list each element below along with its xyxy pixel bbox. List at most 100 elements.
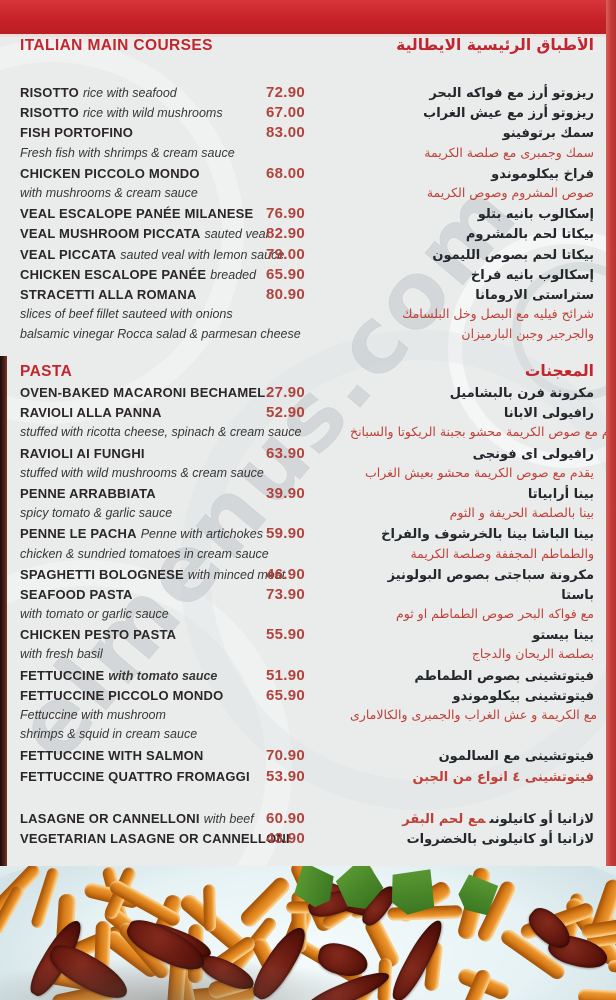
menu-item-row: RAVIOLI AI FUNGHI 63.90 رافيولى اى فونجى xyxy=(20,445,594,465)
left-dark-border xyxy=(0,356,7,866)
item-name-en: CHICKEN PICCOLO MONDO xyxy=(20,165,200,181)
item-price: 65.90 xyxy=(266,686,306,704)
item-name-ar: بيكاتا لحم بالمشروم xyxy=(465,227,594,243)
item-name-en: RAVIOLI ALLA PANNA xyxy=(20,405,162,421)
item-price: 55.90 xyxy=(266,626,306,644)
item-name-en: RISOTTO rice with seafood xyxy=(20,85,177,100)
menu-item-row: VEAL ESCALOPE PANÉE MILANESE 76.90 إسكال… xyxy=(20,205,594,225)
menu-desc-row: slices of beef fillet sauteed with onion… xyxy=(20,306,594,326)
item-price: 53.90 xyxy=(266,767,306,785)
item-name-en: VEAL PICCATA sauted veal with lemon sauce xyxy=(20,246,285,262)
item-price: 80.90 xyxy=(266,285,306,303)
item-price: 67.00 xyxy=(266,104,306,122)
item-desc-ar: يقدم مع صوص الكريمة محشو بعيش الغراب xyxy=(364,464,594,480)
item-desc-ar: بينا بالصلصة الحريفة و الثوم xyxy=(449,505,594,521)
menu-desc-row: stuffed with wild mushrooms & cream sauc… xyxy=(20,465,594,485)
menu-desc-row: with fresh basil بصلصة الريحان والدجاج xyxy=(20,646,594,666)
item-desc-ar: شرائح فيليه مع البصل وخل البلسامك xyxy=(402,306,594,322)
item-price: 82.90 xyxy=(266,225,306,243)
menu-item-list: RISOTTO rice with seafood 72.90 ريزوتو أر… xyxy=(20,84,594,346)
item-price: 46.90 xyxy=(266,565,306,583)
item-desc-ar: والطماطم المجففة وصلصة الكريمة xyxy=(410,545,594,561)
menu-item-row: OVEN-BAKED MACARONI BECHAMEL 27.90 مكرون… xyxy=(20,384,594,404)
menu-desc-row: balsamic vinegar Rocca salad & parmesan … xyxy=(20,326,594,346)
menu-desc-row: shrimps & squid in cream sauce xyxy=(20,727,594,747)
section-title-en: ITALIAN MAIN COURSES xyxy=(20,37,213,54)
menu-item-row: SEAFOOD PASTA 73.90 باستا xyxy=(20,586,594,606)
menu-desc-row: chicken & sundried tomatoes in cream sau… xyxy=(20,546,594,566)
item-name-en: FETTUCCINE WITH SALMON xyxy=(20,748,204,764)
menu-item-row: FETTUCCINE QUATTRO FROMAGGI 53.90 فيتوتش… xyxy=(20,768,594,788)
menu-item-row: CHICKEN PICCOLO MONDO 68.00 فراخ بيكلومو… xyxy=(20,165,594,185)
item-name-ar: بينا أرابياتا xyxy=(527,486,594,502)
item-desc-en: shrimps & squid in cream sauce xyxy=(20,727,198,742)
item-name-en: RISOTTO rice with wild mushrooms xyxy=(20,105,223,121)
item-name-ar: لازانيا أو كانيلونى بالخضروات xyxy=(406,831,594,847)
item-name-ar: رافيولى الابانا xyxy=(503,406,594,422)
penne-piece xyxy=(202,884,216,932)
menu-desc-row: with mushrooms & cream sauce صوص المشروم… xyxy=(20,185,594,205)
item-price: 27.90 xyxy=(266,384,306,401)
item-name-ar: بيكاتا لحم بصوص الليمون xyxy=(432,247,594,263)
menu-desc-row: Fettuccine with mushroom مع الكريمة و عش… xyxy=(20,707,597,727)
item-price: 79.00 xyxy=(266,245,306,263)
item-name-en: FETTUCCINE PICCOLO MONDO xyxy=(20,687,224,703)
item-name-ar: ريزوتو أرز مع فواكه البحر xyxy=(429,86,594,101)
item-name-ar: ريزوتو أرز مع عيش الغراب xyxy=(423,106,594,122)
section-gap xyxy=(20,788,594,810)
item-price: 52.90 xyxy=(266,404,306,422)
item-name-ar: مكرونة سباجتى بصوص البولونيز xyxy=(387,567,594,583)
item-name-en: LASAGNE OR CANNELLONI with beef xyxy=(20,810,254,826)
item-price: 65.90 xyxy=(266,265,306,283)
menu-item-row: FETTUCCINE WITH SALMON 70.90 فيتوتشينى م… xyxy=(20,747,594,767)
item-name-ar: مكرونة فرن بالبشاميل xyxy=(449,386,594,401)
item-name-ar: ستراستى الارومانا xyxy=(475,287,594,303)
menu-item-list: OVEN-BAKED MACARONI BECHAMEL 27.90 مكرون… xyxy=(20,384,616,850)
menu-item-row: LASAGNE OR CANNELLONI with beef 60.90 لاز… xyxy=(20,810,594,830)
menu-item-row: RISOTTO rice with wild mushrooms 67.00 ري… xyxy=(20,104,594,124)
right-red-border xyxy=(606,0,616,866)
menu-item-row: VEGETARIAN LASAGNE OR CANNELLONI 43.90 ل… xyxy=(20,830,594,850)
item-name-ar: سمك برتوفينو xyxy=(502,126,594,142)
item-name-ar: إسكالوب بانيه فراخ xyxy=(470,267,594,283)
item-desc-ar: صوص المشروم وصوص الكريمة xyxy=(426,184,594,200)
menu-item-row: PENNE ARRABBIATA 39.90 بينا أرابياتا xyxy=(20,485,594,505)
menu-item-row: CHICKEN ESCALOPE PANÉE breaded 65.90 إسكا… xyxy=(20,266,594,286)
menu-item-row: CHICKEN PESTO PASTA 55.90 بينا بيستو xyxy=(20,626,594,646)
item-name-en: CHICKEN PESTO PASTA xyxy=(20,627,177,643)
item-name-ar: بينا الباشا بينا بالخرشوف والفراخ xyxy=(381,527,594,543)
item-desc-ar: سمك وجمبرى مع صلصة الكريمة xyxy=(424,144,594,160)
item-name-en: PENNE ARRABBIATA xyxy=(20,485,156,501)
section-italian-main-courses: ITALIAN MAIN COURSES الأطباق الرئيسية ال… xyxy=(20,36,594,346)
item-price: 83.00 xyxy=(266,124,306,142)
pasta-photo xyxy=(0,866,616,1000)
menu-desc-row: spicy tomato & garlic sauce بينا بالصلصة… xyxy=(20,505,594,525)
menu-item-row: FETTUCCINE PICCOLO MONDO 65.90 فيتوتشينى… xyxy=(20,687,594,707)
item-name-ar: فيتوتشينى مع السالمون xyxy=(438,749,594,765)
item-desc-ar: مع فواكه البحر صوص الطماطم او ثوم xyxy=(396,606,594,622)
item-name-en: SPAGHETTI BOLOGNESE with minced meat xyxy=(20,566,286,582)
item-price: 59.90 xyxy=(266,525,306,543)
item-name-en: STRACETTI ALLA ROMANA xyxy=(20,286,197,302)
item-name-en: VEAL ESCALOPE PANÉE MILANESE xyxy=(20,206,254,222)
item-name-ar: باستا xyxy=(561,587,594,603)
item-price: 70.90 xyxy=(266,747,306,765)
item-desc-en: with tomato or garlic sauce xyxy=(20,607,169,622)
menu-item-row: STRACETTI ALLA ROMANA 80.90 ستراستى الار… xyxy=(20,286,594,306)
item-desc-en: spicy tomato & garlic sauce xyxy=(20,506,173,521)
section-heading-row: PASTA المعجنات xyxy=(20,362,594,384)
menu-item-row: PENNE LE PACHA Penne with artichokes 59.9… xyxy=(20,525,594,545)
item-price: 60.90 xyxy=(266,809,306,827)
item-name-en: VEGETARIAN LASAGNE OR CANNELLONI xyxy=(20,830,290,846)
item-name-ar: لازانيا أو كانيلونىمع لحم البقر xyxy=(402,811,594,827)
item-name-en: CHICKEN ESCALOPE PANÉE breaded xyxy=(20,266,257,282)
menu-desc-row: with tomato or garlic sauce مع فواكه الب… xyxy=(20,606,594,626)
item-price: 39.90 xyxy=(266,484,306,502)
item-price: 72.90 xyxy=(266,84,306,101)
item-desc-en: slices of beef fillet sauteed with onion… xyxy=(20,307,233,322)
item-desc-ar: بصلصة الريحان والدجاج xyxy=(471,646,594,662)
item-desc-ar: يقدم مع صوص الكريمة محشو بجبنة الريكوتا … xyxy=(350,424,616,440)
item-name-ar: رافيولى اى فونجى xyxy=(472,446,594,462)
section-pasta: PASTA المعجنات OVEN-BAKED MACARONI BECHA… xyxy=(20,362,616,850)
item-name-en: RAVIOLI AI FUNGHI xyxy=(20,445,145,461)
